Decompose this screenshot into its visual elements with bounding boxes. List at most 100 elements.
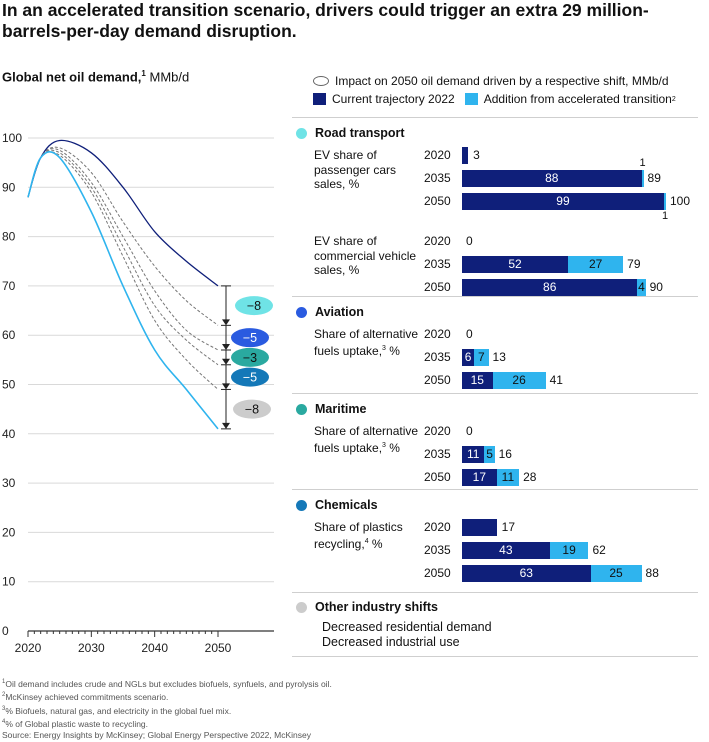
impact-arrowhead (222, 383, 230, 390)
row-year: 2035 (424, 447, 451, 461)
x-tick-label: 2030 (78, 641, 105, 655)
y-tick-label: 90 (2, 180, 16, 194)
total-value-label: 89 (647, 171, 661, 185)
current-value-label: 86 (543, 280, 557, 294)
page-title: In an accelerated transition scenario, d… (2, 0, 649, 41)
bar-panel: Road transport EV share of passenger cars… (292, 117, 698, 660)
current-value-label: 0 (466, 327, 473, 341)
addition-bar (474, 349, 489, 366)
section-title: Maritime (315, 402, 367, 416)
y-tick-label: 80 (2, 230, 16, 244)
y-tick-label: 40 (2, 427, 16, 441)
addition-value-label: 5 (486, 447, 493, 461)
addition-bar (637, 279, 646, 296)
current-value-label: 17 (501, 520, 516, 534)
total-value-label: 28 (523, 470, 537, 484)
metric-label-text: Share of alternative fuels uptake, (314, 424, 419, 455)
current-value-label: 52 (508, 257, 522, 271)
legend-accelerated-label: Addition from accelerated transition (483, 92, 672, 106)
addition-bar (549, 542, 589, 559)
section-dot-icon (296, 306, 307, 318)
metric-label: EV share of passenger cars sales, % (314, 148, 424, 192)
section-divider (292, 117, 698, 118)
row-year: 2050 (424, 194, 451, 208)
x-tick-label: 2020 (15, 641, 42, 655)
current-swatch-icon (313, 93, 326, 105)
addition-value-label: 1 (661, 210, 669, 222)
metric-label-text: EV share of commercial vehicle sales, % (314, 234, 417, 277)
section-title: Other industry shifts (315, 600, 438, 614)
addition-value-label: 4 (638, 280, 645, 294)
current-bar (462, 469, 497, 486)
section-header: Other industry shifts (296, 600, 438, 614)
intermediate-scenario-line (27, 148, 219, 351)
current-bar (462, 279, 638, 296)
footnotes: 1Oil demand includes crude and NGLs but … (2, 677, 702, 742)
line-chart-title: Global net oil demand,1 MMb/d (2, 69, 189, 84)
metric-label-unit: % (385, 440, 400, 455)
footnote: 3% Biofuels, natural gas, and electricit… (2, 704, 702, 717)
metric-label-text: Share of alternative fuels uptake, (314, 327, 419, 358)
total-value-label: 62 (592, 543, 606, 557)
current-bar (462, 446, 485, 463)
impact-arrowhead (222, 343, 230, 350)
current-bar (462, 565, 591, 582)
current-bar (462, 147, 469, 164)
footnote-marker: 2 (2, 692, 6, 699)
addition-bar (590, 565, 642, 582)
metric-label-sup: 4 (364, 537, 369, 545)
metric-label-text: Share of plastics recycling, (314, 520, 403, 551)
current-value-label: 3 (473, 148, 480, 162)
y-tick-label: 20 (2, 525, 16, 539)
impact-value-label: −5 (243, 331, 257, 345)
intermediate-scenario-line (27, 149, 219, 366)
footnote: 1Oil demand includes crude and NGLs but … (2, 677, 702, 690)
y-tick-label: 10 (2, 575, 16, 589)
current-value-label: 0 (466, 234, 473, 248)
intermediate-scenario-line (27, 151, 219, 390)
addition-bar (641, 170, 644, 187)
section-header: Aviation (296, 305, 364, 319)
current-bar (462, 193, 664, 210)
current-value-label: 43 (499, 543, 513, 557)
impact-oval (231, 347, 269, 367)
line-chart-title-text: Global net oil demand, (2, 69, 142, 85)
addition-bar (568, 256, 624, 273)
impact-oval (231, 328, 269, 348)
y-tick-label: 60 (2, 328, 16, 342)
section-dot-icon (296, 403, 307, 415)
total-value-label: 90 (649, 280, 663, 294)
total-value-label: 13 (492, 350, 506, 364)
section-divider (292, 656, 698, 657)
current-value-label: 63 (519, 566, 533, 580)
current-value-label: 6 (464, 350, 472, 364)
footnote-text: McKinsey achieved commitments scenario. (5, 692, 169, 703)
total-value-label: 16 (498, 447, 512, 461)
section-divider (292, 489, 698, 490)
current-bar (462, 372, 493, 389)
row-year: 2020 (424, 234, 451, 248)
footnote-text: Oil demand includes crude and NGLs but e… (5, 678, 332, 689)
current-bar (462, 256, 569, 273)
metric-label-sup: 3 (382, 344, 386, 352)
impact-arrowhead (222, 319, 230, 326)
row-year: 2020 (424, 520, 451, 534)
accelerated-transition-line (27, 151, 219, 430)
addition-bar (492, 372, 546, 389)
legend: Impact on 2050 oil demand driven by a re… (313, 72, 676, 108)
other-shift-item: Decreased residential demand (322, 620, 492, 634)
addition-value-label: 26 (512, 373, 526, 387)
x-tick-label: 2040 (141, 641, 168, 655)
footnote-marker: 1 (2, 679, 6, 685)
legend-series: Current trajectory 2022 Addition from ac… (313, 90, 676, 108)
current-value-label: 0 (466, 424, 473, 438)
section-dot-icon (296, 601, 307, 613)
impact-oval (235, 296, 273, 316)
y-tick-label: 100 (2, 131, 22, 145)
impact-oval (231, 367, 269, 387)
metric-label-text: EV share of passenger cars sales, % (314, 148, 397, 191)
metric-label-sup: 3 (382, 441, 386, 449)
y-tick-label: 50 (2, 378, 16, 392)
current-bar (462, 170, 642, 187)
